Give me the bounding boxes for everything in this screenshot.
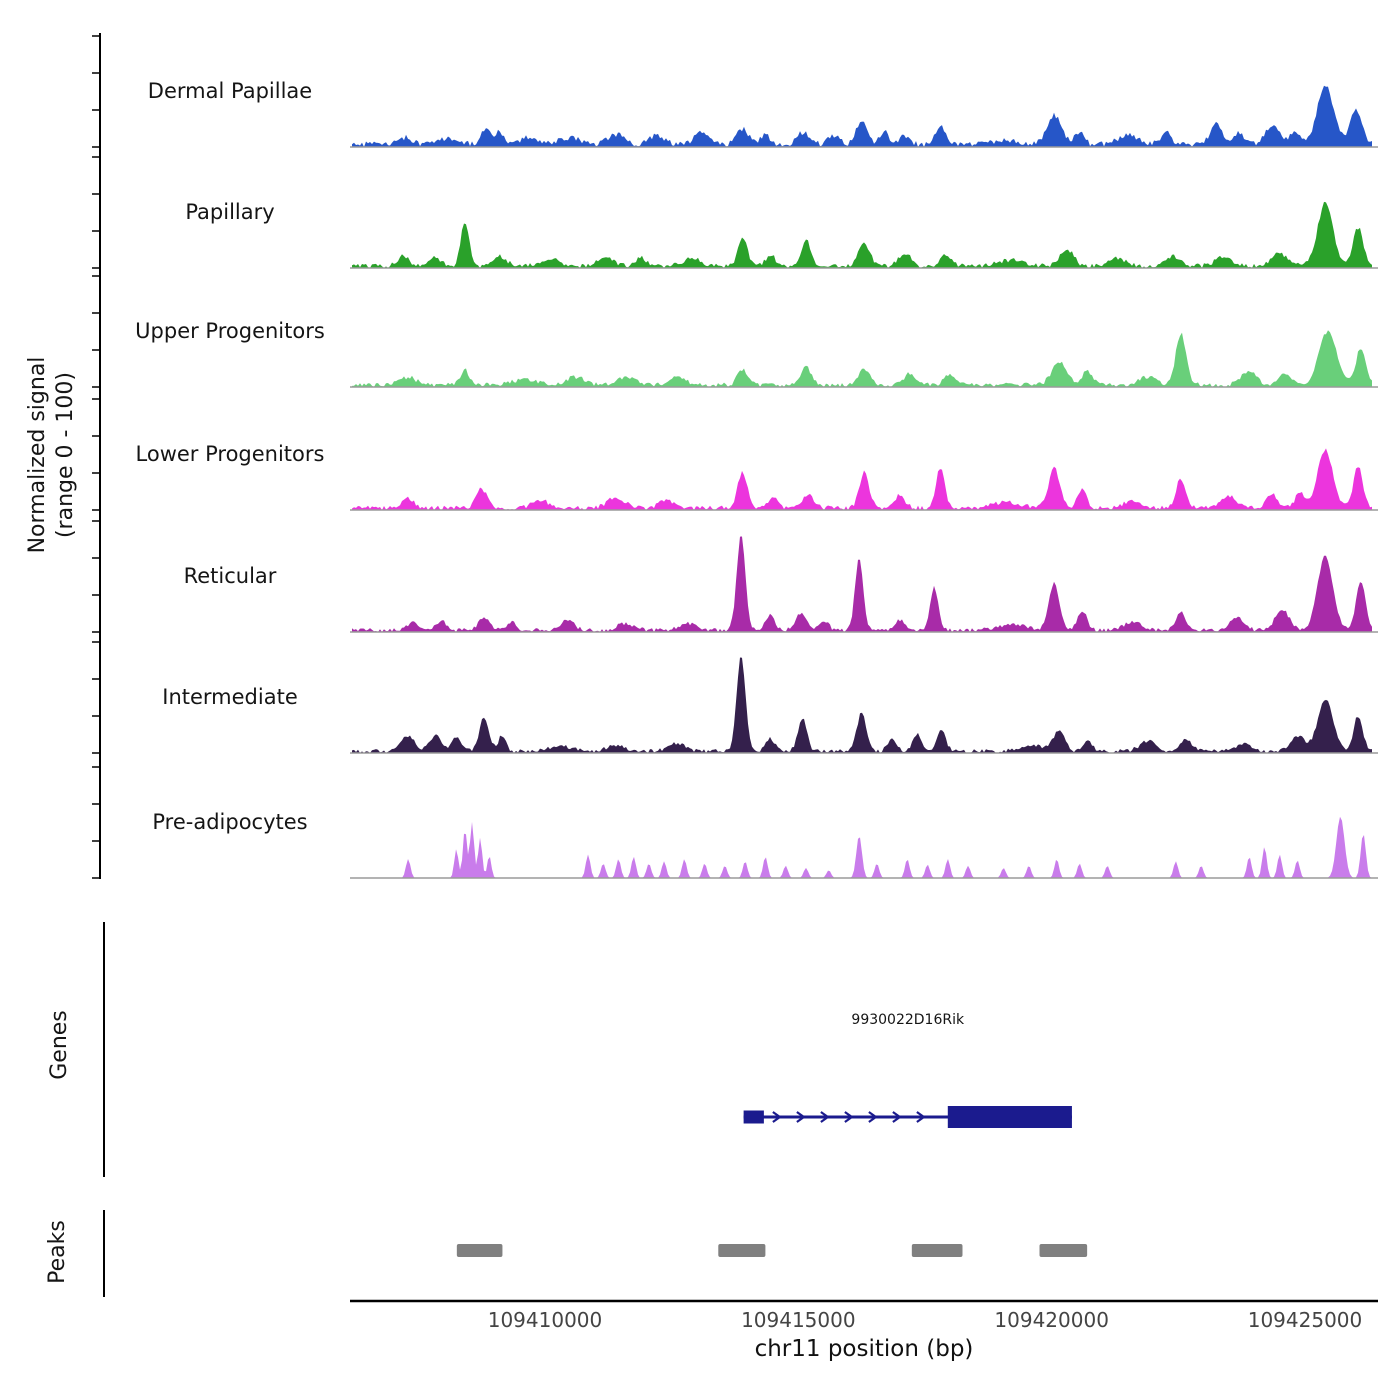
- peaks-section-label: Peaks: [45, 1220, 70, 1284]
- gene-exon-small: [743, 1110, 764, 1124]
- signal-area-reticular: [352, 536, 1372, 632]
- gene-strand-arrow-icon: [916, 1111, 926, 1123]
- track-label-upper-progenitors: Upper Progenitors: [135, 319, 325, 343]
- gene-exon-large: [947, 1106, 1072, 1128]
- x-axis-tick-label: 109410000: [487, 1308, 603, 1332]
- track-label-dermal-papillae: Dermal Papillae: [147, 79, 313, 103]
- signal-area-dermal-papillae: [352, 85, 1372, 147]
- y-axis-label: Normalized signal (range 0 - 100): [24, 335, 80, 575]
- track-label-lower-progenitors: Lower Progenitors: [135, 442, 325, 466]
- signal-area-upper-progenitors: [352, 330, 1372, 387]
- peak-region: [1039, 1244, 1088, 1257]
- signal-area-intermediate: [352, 657, 1372, 753]
- peak-region: [456, 1244, 503, 1257]
- gene-strand-arrow-icon: [820, 1111, 830, 1123]
- x-axis-tick-label: 109425000: [1247, 1308, 1363, 1332]
- track-label-pre-adipocytes: Pre-adipocytes: [152, 810, 308, 834]
- track-label-intermediate: Intermediate: [162, 685, 298, 709]
- x-axis-tick-label: 109420000: [994, 1308, 1109, 1332]
- peak-region: [911, 1244, 963, 1257]
- gene-strand-arrow-icon: [868, 1111, 878, 1123]
- gene-intron-line: [743, 1115, 1072, 1119]
- y-axis-label-line2: (range 0 - 100): [53, 371, 78, 539]
- y-axis-label-line1: Normalized signal: [25, 356, 50, 554]
- track-label-reticular: Reticular: [183, 564, 277, 588]
- gene-strand-arrow-icon: [796, 1111, 806, 1123]
- signal-area-papillary: [352, 201, 1372, 268]
- signal-area-pre-adipocytes: [352, 816, 1372, 878]
- x-axis-tick-label: 109415000: [741, 1308, 856, 1332]
- track-label-papillary: Papillary: [185, 200, 275, 224]
- gene-strand-arrow-icon: [772, 1111, 782, 1123]
- gene-name-label: 9930022D16Rik: [851, 1012, 965, 1028]
- genes-section-label: Genes: [47, 1010, 72, 1080]
- peak-region: [718, 1244, 766, 1257]
- gene-strand-arrow-icon: [892, 1111, 902, 1123]
- signal-area-lower-progenitors: [352, 448, 1372, 510]
- gene-strand-arrow-icon: [844, 1111, 854, 1123]
- x-axis-title: chr11 position (bp): [754, 1336, 974, 1362]
